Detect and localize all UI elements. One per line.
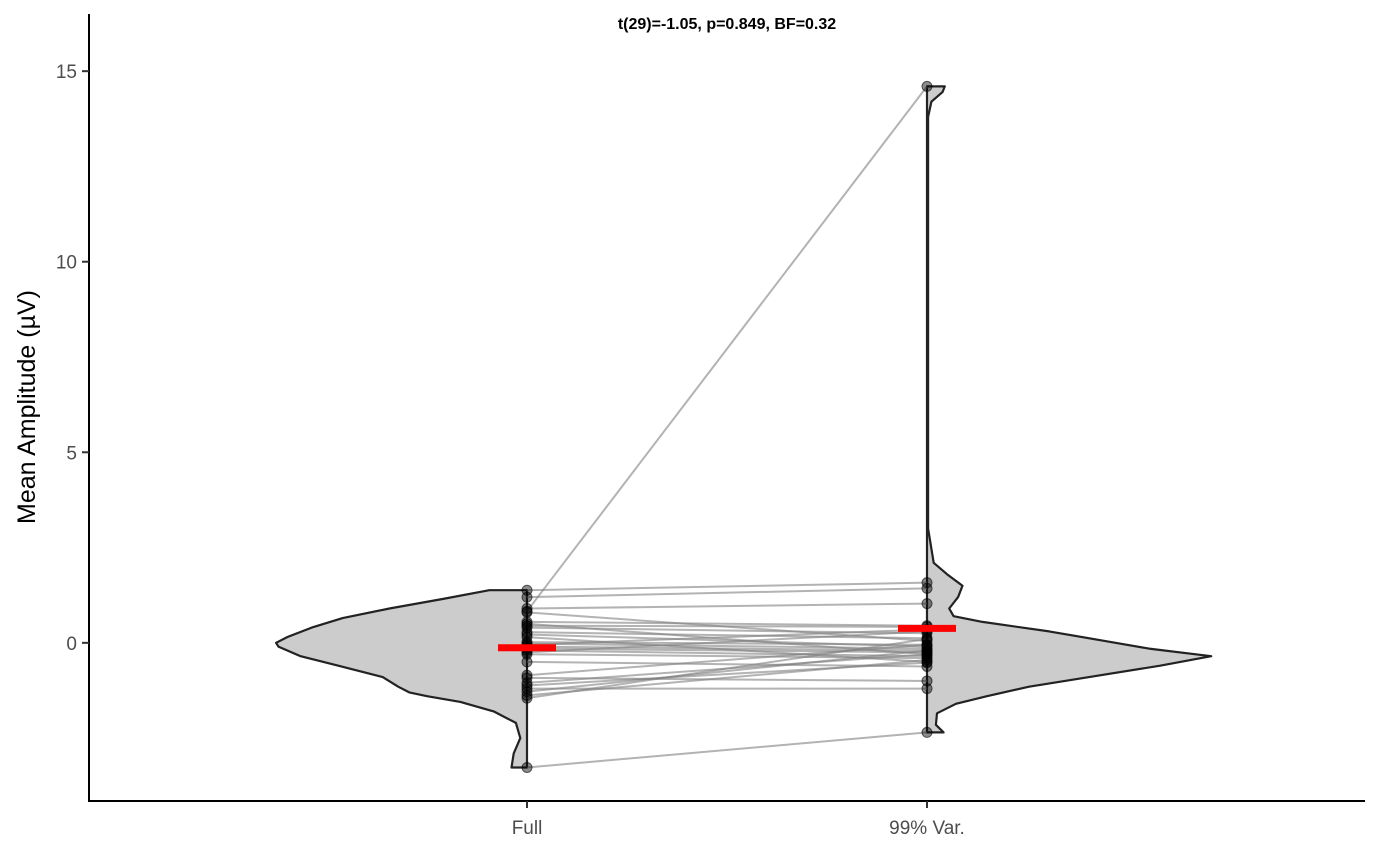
chart-title: t(29)=-1.05, p=0.849, BF=0.32 [618,16,836,33]
point-99-var [921,80,933,92]
point-99-var [921,598,933,610]
y-tick-label: 15 [56,62,77,83]
paired-line [526,631,928,640]
point-99-var [921,675,933,687]
x-tick-label: 99% Var. [889,818,965,839]
point-full [521,606,533,618]
violins [275,85,1213,769]
point-99-var [921,654,933,666]
point-full [521,692,533,704]
point-full [521,761,533,773]
paired-line [526,620,928,627]
point-full [521,591,533,603]
paired-line [526,638,928,700]
point-99-var [921,582,933,594]
y-ticks: 0 5 10 15 [56,62,89,655]
y-tick-label: 5 [66,443,77,464]
paired-line [526,85,928,612]
paired-line [526,731,928,769]
paired-line [526,628,928,646]
paired-line [526,642,928,650]
y-tick-label: 10 [56,253,77,274]
point-full [521,689,533,701]
paired-line [526,658,928,697]
point-full [521,656,533,668]
point-99-var [921,633,933,645]
paired-line [526,649,928,658]
x-ticks: Full 99% Var. [512,801,965,839]
point-99-var [921,577,933,589]
violin-full [275,589,529,769]
point-full [521,603,533,615]
paired-line [526,649,928,693]
paired-line [526,630,928,654]
point-99-var [921,648,933,660]
mean-markers [498,624,956,652]
paired-line [526,587,928,599]
paired-lines [526,85,928,769]
violin-99-var [925,85,1213,734]
point-full [521,677,533,689]
x-tick-label: Full [512,818,543,839]
point-99-var [921,726,933,738]
paired-line [526,624,928,628]
paired-line [526,581,928,592]
y-tick-label: 0 [66,634,77,655]
paired-line [526,602,928,610]
point-99-var [921,683,933,695]
point-99-var [921,657,933,669]
point-99-var [921,644,933,656]
y-axis-title: Mean Amplitude (µV) [13,290,41,524]
axes [88,14,1365,802]
